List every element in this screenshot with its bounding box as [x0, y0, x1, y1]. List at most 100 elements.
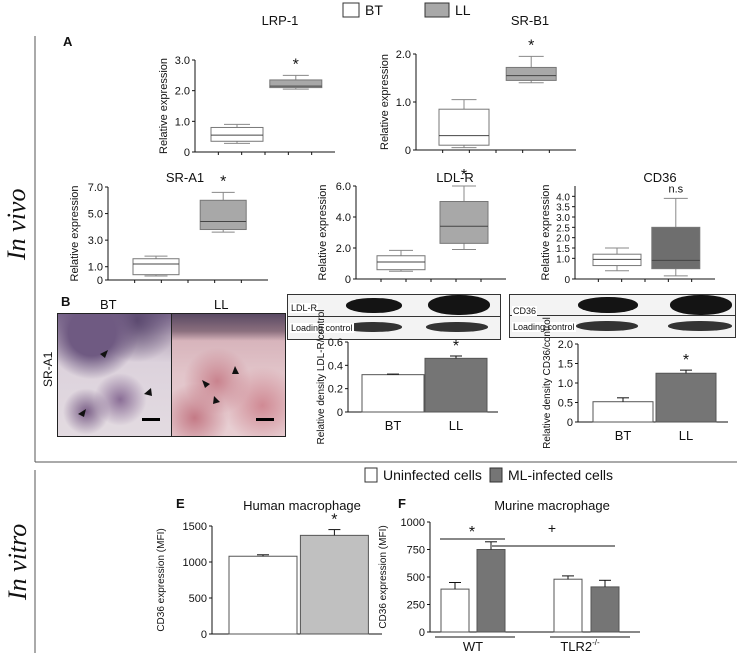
- y-tick-label: 2.0: [556, 234, 570, 245]
- blot-d-loading-label: Loading control: [512, 322, 576, 332]
- y-tick-label: 3.0: [175, 55, 190, 67]
- bar-infected: [590, 586, 620, 633]
- box-LL: [439, 201, 489, 244]
- y-tick-label: 5.0: [88, 209, 103, 221]
- x-tick-label: BT: [615, 428, 632, 443]
- y-tick-label: 1.0: [556, 254, 570, 265]
- y-tick-label: 0.6: [328, 337, 343, 349]
- y-tick-label: 0: [419, 627, 425, 639]
- histology-image-ll: [171, 313, 286, 437]
- y-tick-label: 0.2: [328, 384, 343, 396]
- histology-ll-arrows: [202, 366, 274, 421]
- y-tick-label: 2.5: [556, 223, 570, 234]
- histology-title-ll: LL: [214, 297, 229, 312]
- bar-uninfected: [553, 578, 583, 633]
- bar-bt: [361, 374, 425, 413]
- y-tick-label: 7.0: [88, 182, 103, 194]
- blot-c-loading-label: Loading control: [290, 323, 354, 333]
- y-axis-label: Relative expression: [158, 58, 170, 154]
- box-BT: [592, 253, 642, 267]
- boxplot-srb1: 0 1.0 2.0 SR-B1 Relative expression *: [379, 13, 576, 157]
- chart-title: SR-A1: [166, 170, 204, 185]
- y-tick-label: 3.5: [556, 203, 570, 214]
- significance-marker: *: [453, 338, 459, 355]
- y-tick-label: 0: [97, 275, 103, 287]
- y-axis-label: Relative expression: [540, 185, 552, 281]
- x-tick-label: TLR2-/-: [560, 638, 600, 653]
- bar-infected: [476, 549, 506, 633]
- y-tick-label: 3.0: [556, 213, 570, 224]
- y-tick-label: 1000: [401, 517, 425, 529]
- bar-bt: [592, 401, 654, 423]
- y-tick-label: 250: [407, 600, 425, 612]
- y-tick-label: 2.0: [336, 243, 351, 255]
- y-tick-label: 2.0: [558, 339, 573, 351]
- legend-infected-label: ML-infected cells: [508, 467, 613, 483]
- y-tick-label: 1.5: [556, 244, 570, 255]
- x-tick-label: LL: [449, 418, 463, 433]
- chart-title: CD36: [643, 170, 676, 185]
- y-axis-label: CD36 expression (MFI): [156, 528, 167, 631]
- superscript: -/-: [592, 638, 600, 647]
- bar-uninfected-cells: [228, 555, 298, 635]
- box-BT: [210, 126, 264, 142]
- histology-bt-arrows: [78, 350, 160, 421]
- bar-ll: [424, 357, 488, 413]
- y-tick-label: 500: [407, 572, 425, 584]
- y-tick-label: 1.0: [396, 97, 411, 109]
- y-tick-label: 4.0: [556, 192, 570, 203]
- legend-uninfected-swatch: [364, 467, 378, 483]
- y-tick-label: 1500: [183, 521, 207, 533]
- legend-bt-label: BT: [365, 2, 383, 18]
- y-axis-label: Relative expression: [69, 186, 81, 282]
- barchart-f_murine: 0 250 500 750 1000 Murine macrophage CD36 expr…: [378, 498, 640, 653]
- blot-d-band-label: CD36: [512, 306, 538, 316]
- legend-uninfected-label: Uninfected cells: [383, 467, 482, 483]
- legend-infected-swatch: [489, 467, 503, 483]
- box-BT: [132, 258, 180, 276]
- y-axis-label: Relative density LDL-R/control: [316, 309, 327, 444]
- box-LL: [269, 79, 323, 89]
- barchart-e_human: 0 500 1000 1500 Human macrophage CD36 express…: [156, 498, 382, 641]
- box-LL: [505, 66, 557, 81]
- significance-marker: *: [461, 167, 467, 184]
- y-tick-label: 0: [337, 407, 343, 419]
- significance-marker: n.s: [668, 183, 683, 195]
- y-tick-label: 750: [407, 545, 425, 557]
- y-tick-label: 0: [201, 629, 207, 641]
- significance-marker: *: [528, 37, 534, 54]
- significance-marker: *: [331, 512, 337, 529]
- boxplot-cd36: 0 1.01.52.02.53.03.54.0 CD36 Relative expre…: [540, 170, 715, 286]
- significance-marker: *: [293, 56, 299, 73]
- arrow-icon: [78, 350, 152, 417]
- y-tick-label: 2.0: [396, 49, 411, 61]
- y-tick-label: 0: [345, 274, 351, 286]
- boxplot-sra1: 01.0 3.0 5.0 7.0 SR-A1 Relative expression *: [69, 170, 268, 287]
- box-BT: [376, 255, 426, 271]
- significance-marker: *: [220, 173, 226, 190]
- legend-ll-label: LL: [455, 2, 471, 18]
- y-axis-label: Relative expression: [379, 54, 391, 150]
- barchart-d_density: 0 0.5 1.0 1.5 2.0 Relative density CD36/contr…: [542, 317, 728, 449]
- boxplot-ldlr: 0 2.0 4.0 6.0 LDL-R Relative expression *: [317, 167, 506, 286]
- y-tick-label: 0.5: [558, 398, 573, 410]
- y-tick-label: 1.0: [88, 262, 103, 274]
- y-tick-label: 0: [567, 417, 573, 429]
- arrow-icon: [202, 366, 239, 404]
- y-tick-label: 2.0: [175, 86, 190, 98]
- significance-marker: *: [683, 352, 689, 369]
- y-tick-label: 0.4: [328, 360, 343, 372]
- y-axis-label: CD36 expression (MFI): [378, 525, 389, 628]
- y-tick-label: 0: [564, 275, 570, 286]
- y-tick-label: 1.0: [558, 378, 573, 390]
- chart-title: Murine macrophage: [494, 498, 610, 513]
- chart-title: LDL-R: [436, 170, 474, 185]
- histology-image-bt: [57, 313, 172, 437]
- y-tick-label: 1000: [183, 557, 207, 569]
- box-BT: [438, 108, 490, 146]
- bar-uninfected: [440, 588, 470, 633]
- legend-bt-swatch: [342, 2, 360, 18]
- box-LL: [199, 199, 247, 231]
- legend-ll-swatch: [424, 2, 450, 18]
- blot-d: [509, 294, 736, 338]
